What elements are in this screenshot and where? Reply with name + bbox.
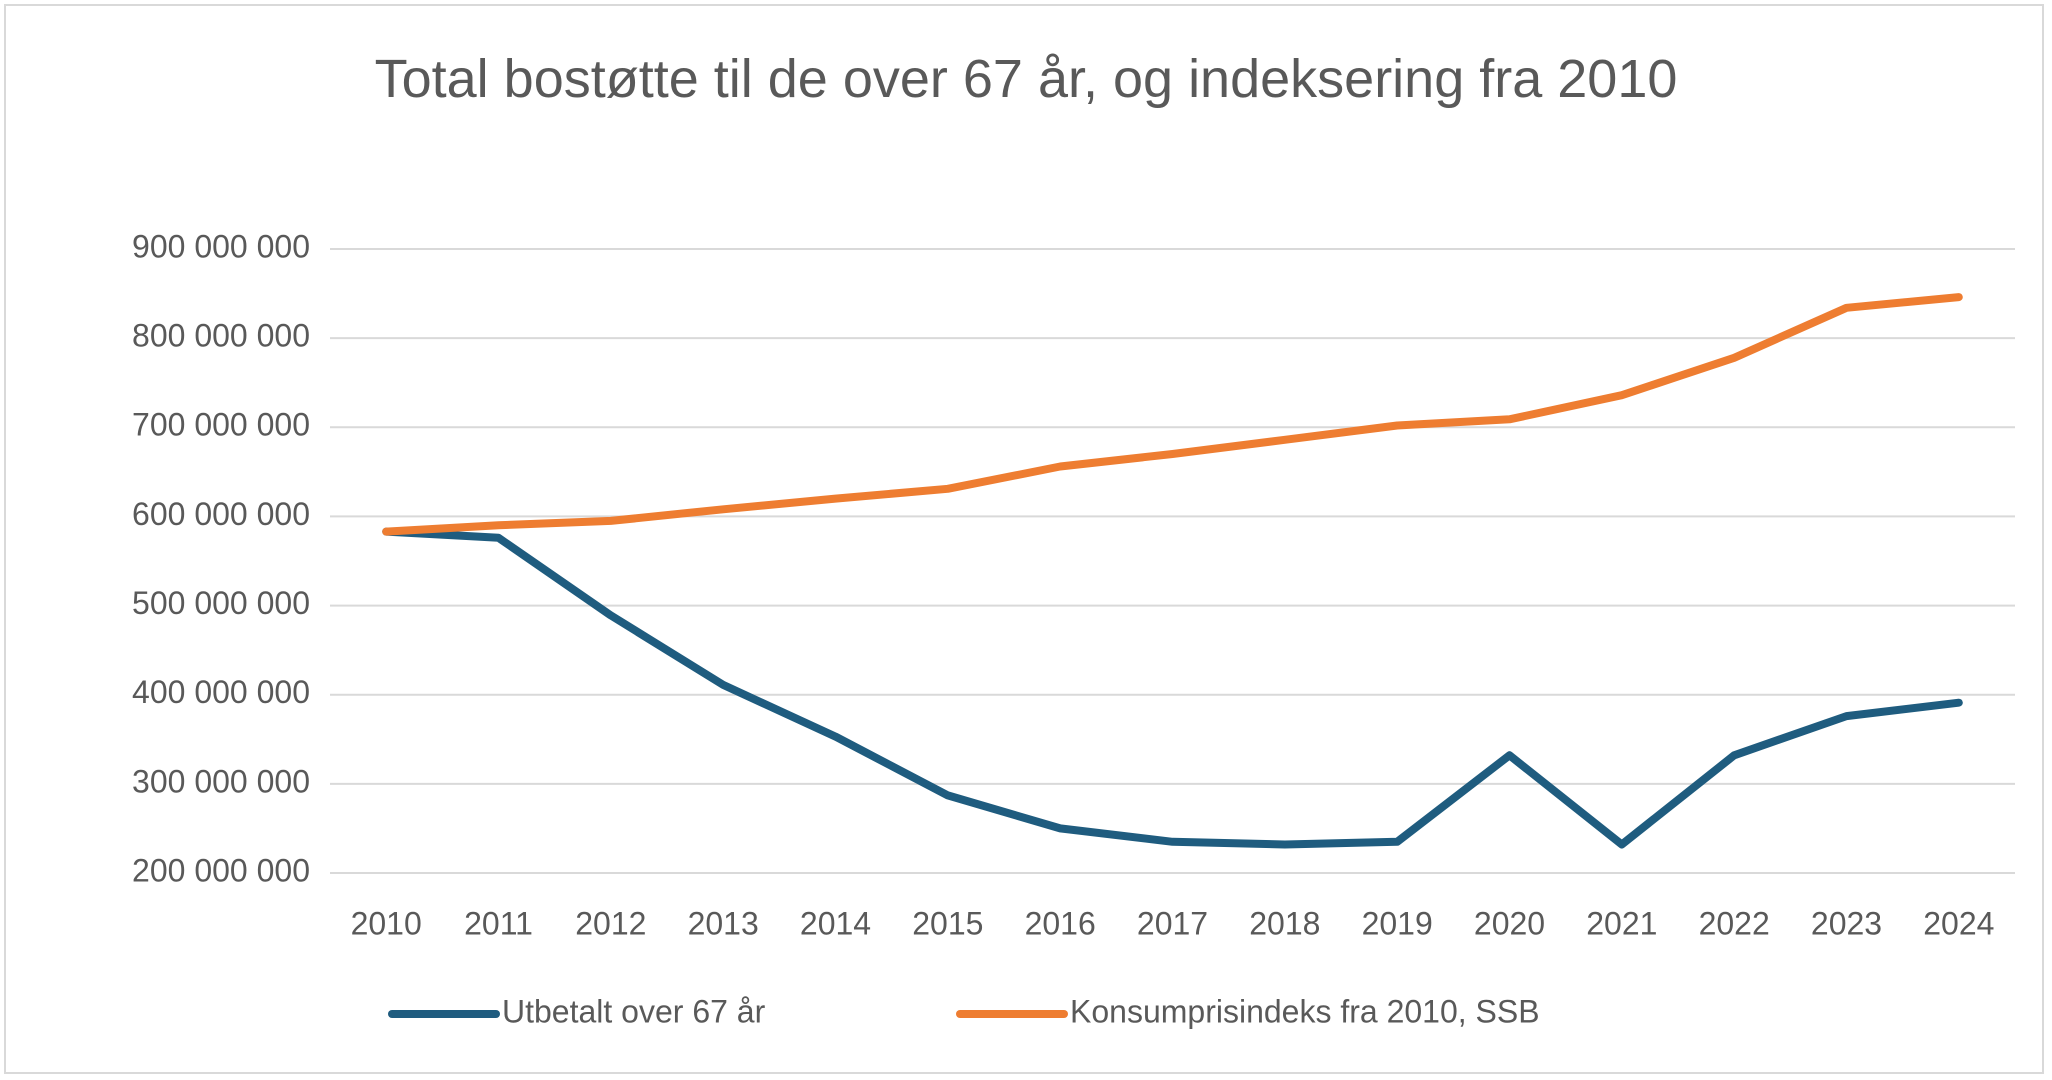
y-tick-label: 800 000 000 bbox=[132, 318, 310, 354]
y-tick-label: 700 000 000 bbox=[132, 407, 310, 443]
series-line bbox=[382, 527, 1963, 849]
y-tick-label: 500 000 000 bbox=[132, 585, 310, 621]
series-line bbox=[382, 293, 1963, 536]
y-tick-label: 900 000 000 bbox=[132, 228, 310, 264]
x-tick-label: 2011 bbox=[464, 905, 533, 941]
y-tick-label: 200 000 000 bbox=[132, 852, 310, 888]
x-tick-label: 2018 bbox=[1249, 905, 1320, 941]
x-tick-label: 2017 bbox=[1137, 905, 1208, 941]
legend-label: Konsumprisindeks fra 2010, SSB bbox=[1070, 993, 1540, 1029]
legend-label: Utbetalt over 67 år bbox=[502, 993, 766, 1029]
chart-frame bbox=[4, 4, 2044, 1074]
y-tick-label: 400 000 000 bbox=[132, 674, 310, 710]
x-tick-label: 2016 bbox=[1025, 905, 1096, 941]
x-tick-label: 2021 bbox=[1586, 905, 1657, 941]
x-tick-label: 2019 bbox=[1362, 905, 1433, 941]
x-tick-label: 2022 bbox=[1699, 905, 1770, 941]
x-tick-label: 2012 bbox=[575, 905, 646, 941]
x-tick-label: 2015 bbox=[912, 905, 983, 941]
x-tick-label: 2020 bbox=[1474, 905, 1545, 941]
x-tick-label: 2024 bbox=[1923, 905, 1994, 941]
x-tick-label: 2010 bbox=[351, 905, 422, 941]
x-tick-label: 2013 bbox=[688, 905, 759, 941]
x-tick-label: 2014 bbox=[800, 905, 871, 941]
y-tick-label: 600 000 000 bbox=[132, 496, 310, 532]
chart-title: Total bostøtte til de over 67 år, og ind… bbox=[374, 49, 1678, 109]
x-tick-label: 2023 bbox=[1811, 905, 1882, 941]
y-tick-label: 300 000 000 bbox=[132, 763, 310, 799]
